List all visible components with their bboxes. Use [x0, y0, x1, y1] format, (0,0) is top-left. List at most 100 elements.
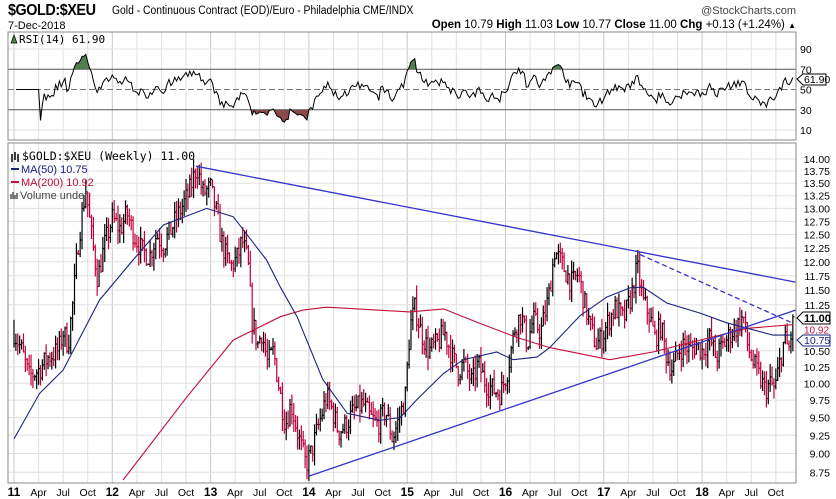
price-bar [510, 345, 513, 373]
price-bar [612, 308, 615, 327]
price-bar [688, 334, 691, 363]
price-bar [508, 354, 511, 393]
price-bar [552, 258, 555, 297]
volume-legend: Volume undef [20, 190, 88, 202]
price-bar [391, 430, 394, 443]
price-bar [313, 424, 317, 466]
price-bar [400, 400, 404, 426]
price-bar [440, 318, 443, 350]
price-bar [516, 329, 519, 343]
price-bar [431, 337, 434, 352]
price-bar [19, 335, 22, 354]
price-bar [525, 315, 528, 353]
price-bar [272, 338, 275, 355]
price-bar [678, 343, 681, 361]
price-bar [281, 382, 284, 432]
price-bar [22, 333, 25, 353]
price-bar [465, 356, 468, 363]
price-bar [756, 348, 759, 376]
price-bar [244, 230, 247, 253]
price-bar [60, 328, 63, 350]
high-label: High [496, 19, 522, 31]
x-tick-label: Apr [325, 487, 342, 499]
price-bar [181, 198, 184, 224]
x-tick-label: 12 [106, 485, 120, 499]
x-tick-label: Oct [276, 487, 292, 499]
price-bar [540, 317, 543, 350]
price-bar [453, 344, 456, 363]
price-bar [79, 231, 82, 258]
y-tick-label: 12.50 [804, 230, 830, 242]
price-bar [554, 252, 557, 268]
price-bar [467, 353, 470, 380]
price-bar [788, 340, 791, 351]
price-bar [357, 395, 360, 409]
price-bar [202, 180, 205, 197]
price-bar [436, 332, 439, 342]
price-bar [278, 376, 281, 392]
price-bar [610, 312, 613, 337]
y-tick-label: 11.25 [805, 300, 831, 312]
price-bar [270, 346, 273, 351]
price-bar [215, 201, 218, 210]
price-bar [537, 307, 540, 334]
price-bar [712, 339, 715, 357]
price-bar [98, 259, 101, 287]
x-tick-label: 11 [8, 485, 21, 499]
price-bar [701, 339, 704, 370]
price-bar [366, 397, 370, 403]
price-bar [72, 301, 75, 331]
price-bar [261, 337, 264, 352]
price-bar [363, 389, 366, 407]
price-bar [102, 236, 105, 272]
price-bar [542, 305, 545, 327]
x-tick-label: Apr [620, 487, 637, 499]
price-bar [382, 398, 385, 417]
price-bar [194, 168, 197, 189]
price-bar [70, 316, 73, 354]
price-bar [68, 334, 71, 355]
price-bar [164, 248, 167, 258]
price-bar [283, 409, 286, 434]
price-bar [639, 252, 642, 296]
price-bar [389, 407, 392, 440]
price-bar [576, 268, 579, 283]
price-bar [463, 348, 466, 372]
y-tick-label: 9.50 [810, 412, 831, 424]
price-bar [775, 368, 778, 390]
price-bar [667, 349, 670, 366]
price-bar [58, 330, 61, 361]
x-tick-label: Apr [129, 487, 146, 499]
price-bar [529, 319, 532, 350]
price-bar [714, 334, 717, 359]
ma200-tag-value: 10.92 [804, 326, 829, 337]
price-bar [733, 318, 736, 341]
price-bar [663, 319, 666, 354]
price-bar [20, 339, 24, 350]
price-bar [642, 279, 645, 301]
price-bar [620, 302, 623, 317]
price-bar [470, 368, 473, 385]
price-bar [75, 243, 78, 280]
brand-link[interactable]: @StockCharts.com [701, 5, 796, 17]
x-tick-label: Jul [351, 487, 364, 499]
price-bar [41, 359, 44, 381]
price-bar [741, 309, 744, 337]
price-bar [550, 280, 553, 292]
price-bar [372, 401, 375, 428]
price-bar [468, 363, 472, 392]
price-bar [151, 249, 154, 267]
price-bar [295, 414, 298, 432]
price-bar [482, 363, 485, 373]
price-bar [676, 350, 680, 360]
ma50-tag-value: 10.75 [804, 335, 830, 347]
price-bar [533, 302, 536, 334]
price-bar [523, 315, 526, 324]
price-bar [128, 208, 131, 227]
price-bar [531, 315, 534, 334]
x-tick-label: 15 [401, 485, 415, 499]
price-bar [37, 359, 41, 385]
price-bar [476, 353, 479, 388]
price-bar [334, 403, 337, 429]
rsi-panel [15, 53, 794, 123]
